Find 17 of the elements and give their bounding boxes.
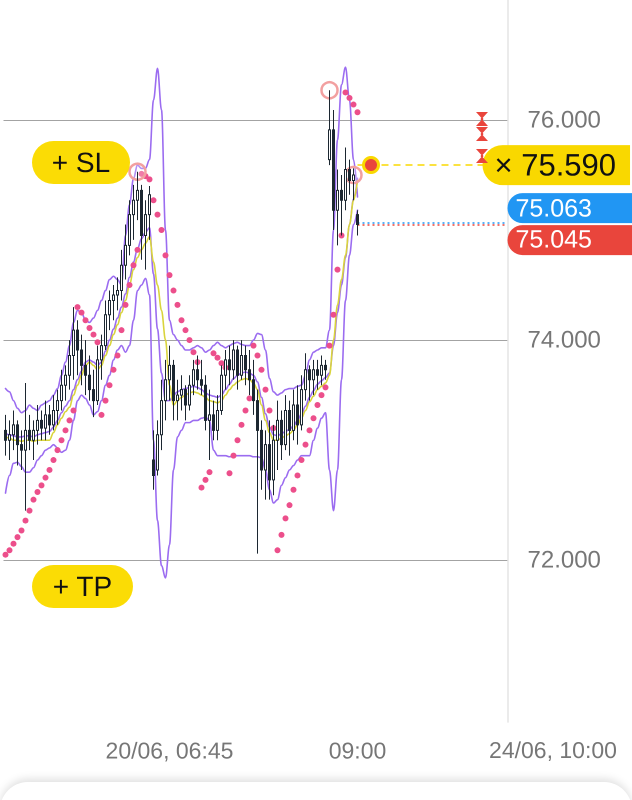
- candlestick: [44, 400, 47, 441]
- x-tick-label: 20/06, 06:45: [106, 738, 234, 764]
- candlestick: [268, 420, 271, 500]
- y-tick-label: 76.000: [528, 106, 601, 134]
- ref-line-label: 75.045: [516, 226, 592, 254]
- ref-line-label: 75.063: [516, 194, 592, 223]
- candlestick: [24, 382, 27, 512]
- ref-line-label: × 75.590: [494, 148, 616, 183]
- annotation: + SL: [32, 141, 130, 184]
- candlestick: [4, 414, 7, 456]
- annotation: + TP: [32, 565, 133, 608]
- x-tick-label: 09:00: [328, 738, 386, 764]
- candlestick: [356, 210, 359, 236]
- y-tick-label: 72.000: [528, 546, 601, 574]
- y-tick-label: 74.000: [528, 326, 601, 354]
- text: 24/06, 10:00: [488, 736, 618, 764]
- candlestick: [320, 354, 323, 386]
